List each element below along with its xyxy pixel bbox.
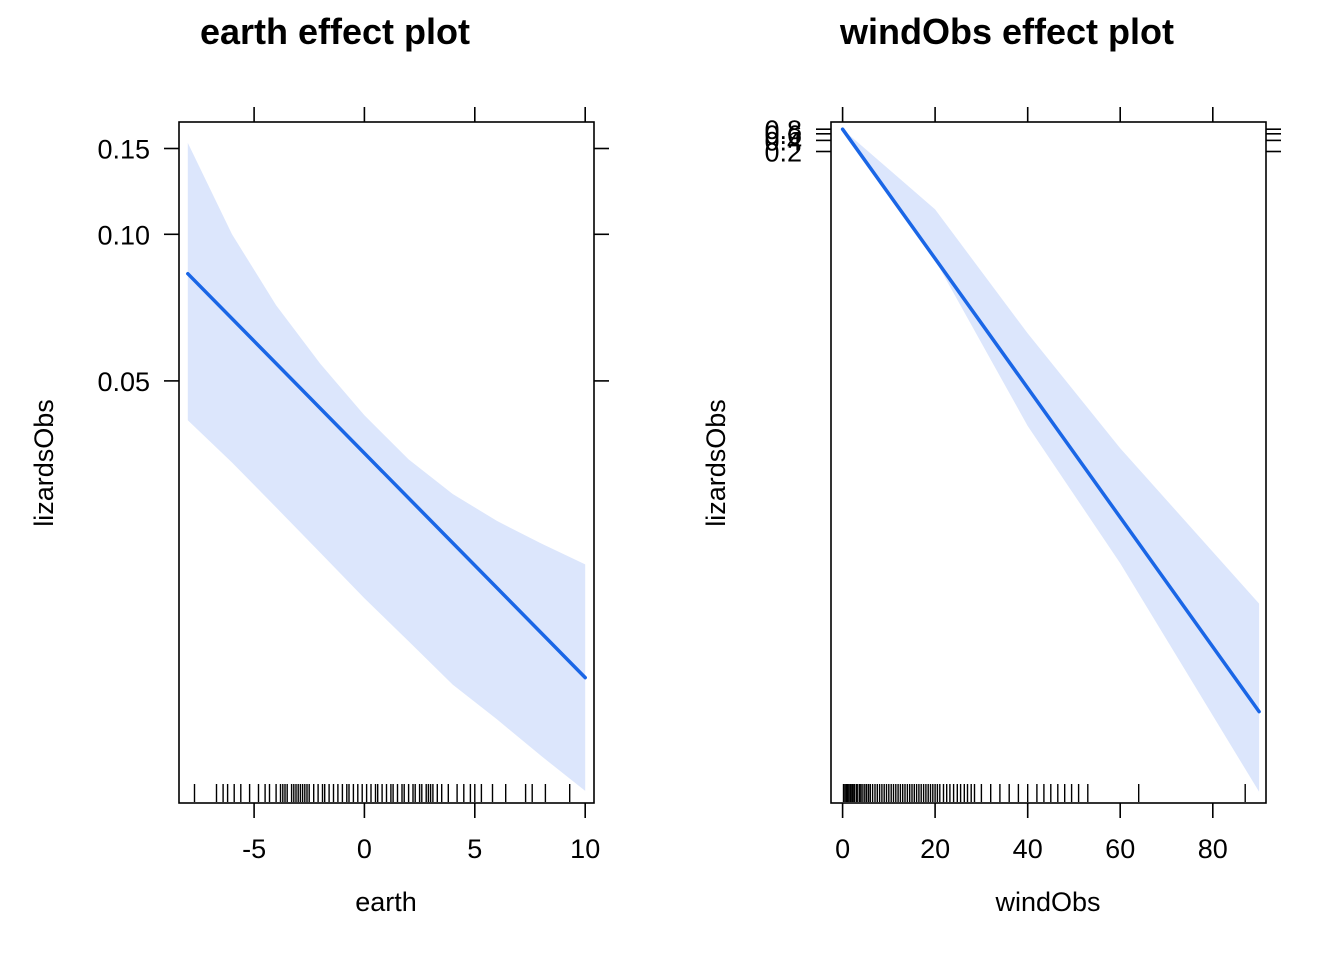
earth-rug [193,784,571,802]
fit-line [186,271,587,680]
windobs-y-axis: 0.20.40.60.8 [764,115,1281,168]
y-tick-label: 0.4 [764,126,802,156]
x-tick-label: 80 [1198,834,1228,864]
windobs-effect-panel: windObs effect plot 0 20 40 60 80 0.20.40.60… [701,11,1281,917]
windobs-fit-line [840,127,1261,714]
x-tick-label: 60 [1105,834,1135,864]
windobs-confidence-band [842,129,1260,792]
confidence-band-area [187,142,586,791]
windobs-plot-title: windObs effect plot [839,11,1174,52]
windobs-x-label: windObs [994,887,1100,917]
y-tick-label: 0.2 [764,138,802,168]
earth-plot-frame [178,121,595,804]
x-tick-label: 10 [570,834,600,864]
confidence-band-area [842,129,1260,792]
earth-effect-panel: earth effect plot -5 0 5 10 0.05 0.10 0.15 ea… [29,11,609,917]
fit-line [840,127,1261,714]
earth-y-axis: 0.05 0.10 0.15 [97,135,609,397]
windobs-x-axis: 0 20 40 60 80 [835,107,1228,864]
y-tick-label: 0.15 [97,135,150,165]
earth-confidence-band [187,142,586,791]
x-tick-label: 0 [835,834,850,864]
earth-fit-line [186,271,587,680]
y-tick-label: 0.10 [97,220,150,250]
earth-x-label: earth [355,887,417,917]
windobs-rug [842,784,1246,802]
earth-x-axis: -5 0 5 10 [242,107,600,864]
y-tick-label: 0.05 [97,367,150,397]
x-tick-label: 40 [1013,834,1043,864]
earth-y-label: lizardsObs [29,399,59,527]
y-tick-label: 0.8 [764,115,802,145]
y-tick-label: 0.6 [764,120,802,150]
x-tick-label: -5 [242,834,266,864]
windobs-plot-frame [830,121,1267,804]
x-tick-label: 5 [467,834,482,864]
earth-plot-title: earth effect plot [200,11,470,52]
x-tick-label: 20 [920,834,950,864]
x-tick-label: 0 [357,834,372,864]
windobs-y-label: lizardsObs [701,399,731,527]
